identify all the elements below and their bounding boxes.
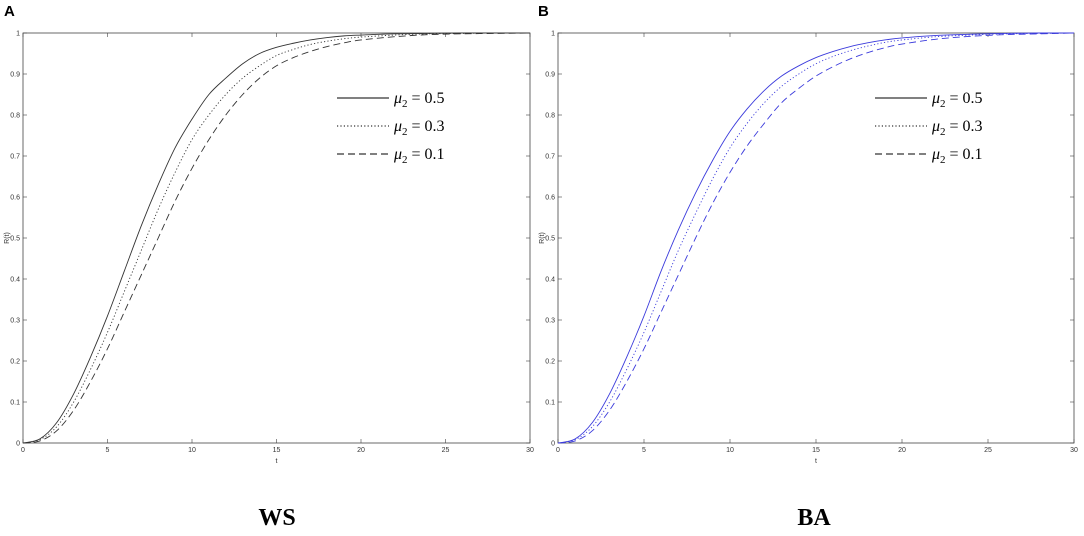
panel-letter-a: A — [4, 3, 15, 20]
x-tick-label: 30 — [1070, 447, 1078, 454]
series-line-dashed — [557, 32, 1075, 444]
x-tick-label: 5 — [642, 447, 646, 454]
chart-ws: 0 5 10 15 20 25 30 0 0.1 0.2 0.3 0.4 0.5 0.6 0.7 0.8 0.9… — [4, 31, 534, 466]
y-axis-label: R(t) — [4, 232, 11, 244]
panel-letter-b: B — [538, 3, 549, 20]
legend-label: μ2 = 0.1 — [931, 146, 983, 166]
legend-label: μ2 = 0.3 — [393, 118, 445, 138]
chart-ba: 0 5 10 15 20 25 30 0 0.1 0.2 0.3 0.4 0.5 0.6 0.7 0.8 0.9… — [539, 31, 1078, 466]
y-tick-label: 0.7 — [545, 154, 555, 161]
y-tick-label: 0.9 — [10, 72, 20, 79]
y-tick-label: 0.3 — [545, 318, 555, 325]
x-tick-label: 25 — [442, 447, 450, 454]
x-tick-label: 5 — [106, 447, 110, 454]
caption-ba: BA — [797, 505, 831, 531]
y-tick-label: 0.1 — [545, 400, 555, 407]
y-tick-label: 0.5 — [545, 236, 555, 243]
x-tick-label: 20 — [357, 447, 365, 454]
y-tick-label: 0.2 — [10, 359, 20, 366]
y-tick-label: 0.3 — [10, 318, 20, 325]
x-tick-label: 0 — [21, 447, 25, 454]
series-line-dotted — [22, 32, 531, 444]
x-tick-label: 15 — [812, 447, 820, 454]
x-axis-label: t — [276, 458, 278, 465]
series-line-solid — [22, 32, 530, 444]
plot-frame — [22, 32, 531, 444]
y-tick-label: 0.4 — [545, 277, 555, 284]
y-tick-label: 0.4 — [10, 277, 20, 284]
plot-frame — [557, 32, 1075, 444]
series-line-dashed — [22, 32, 531, 444]
series-line-solid — [557, 32, 1075, 444]
y-tick-label: 0.2 — [545, 359, 555, 366]
series-line-dotted — [557, 32, 1075, 444]
legend-label: μ2 = 0.5 — [931, 90, 983, 110]
y-tick-label: 0.6 — [545, 195, 555, 202]
y-tick-label: 0.6 — [10, 195, 20, 202]
x-tick-label: 10 — [726, 447, 734, 454]
y-tick-label: 1 — [551, 31, 555, 38]
y-tick-label: 0 — [551, 441, 555, 448]
y-tick-label: 0.8 — [545, 113, 555, 120]
y-tick-label: 0.5 — [10, 236, 20, 243]
caption-ws: WS — [258, 505, 296, 531]
x-tick-label: 15 — [273, 447, 281, 454]
y-tick-label: 1 — [16, 31, 20, 38]
x-tick-label: 20 — [898, 447, 906, 454]
y-tick-label: 0.8 — [10, 113, 20, 120]
legend-label: μ2 = 0.1 — [393, 146, 445, 166]
y-tick-label: 0.7 — [10, 154, 20, 161]
y-tick-label: 0 — [16, 441, 20, 448]
y-axis-label: R(t) — [539, 232, 546, 244]
legend-label: μ2 = 0.5 — [393, 90, 445, 110]
x-tick-label: 10 — [188, 447, 196, 454]
x-tick-label: 30 — [526, 447, 534, 454]
y-tick-label: 0.1 — [10, 400, 20, 407]
x-axis-label: t — [815, 458, 817, 465]
y-tick-label: 0.9 — [545, 72, 555, 79]
x-tick-label: 0 — [556, 447, 560, 454]
x-tick-label: 25 — [984, 447, 992, 454]
legend-label: μ2 = 0.3 — [931, 118, 983, 138]
